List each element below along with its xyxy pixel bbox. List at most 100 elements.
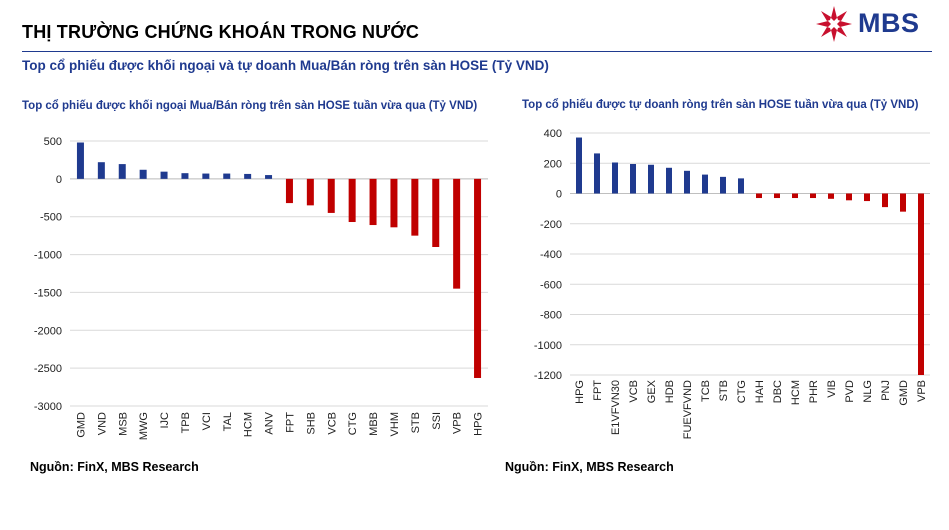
x-tick-label: TCB bbox=[700, 380, 712, 402]
x-tick-label: ANV bbox=[264, 411, 276, 434]
x-tick-label: DBC bbox=[772, 380, 784, 403]
bar-hpg bbox=[576, 137, 582, 194]
bar-ssi bbox=[432, 178, 440, 247]
y-tick-label: -400 bbox=[540, 249, 562, 261]
bar-msb bbox=[118, 164, 126, 179]
foreign-net-chart: 500 0 -500 -1000 -1500 -2000 -2500 -3000 GMD VND M… bbox=[34, 136, 488, 440]
y-tick-label: 0 bbox=[556, 189, 562, 201]
x-tick-label: VPB bbox=[452, 412, 464, 434]
x-tick-label: SHB bbox=[305, 412, 317, 435]
x-tick-label: STB bbox=[718, 380, 730, 401]
bar-pvd bbox=[846, 193, 852, 201]
bar-vhm bbox=[390, 178, 398, 228]
y-tick-label: -1000 bbox=[34, 250, 62, 262]
bar-shb bbox=[306, 178, 314, 206]
x-tick-label: VIB bbox=[826, 380, 838, 398]
bar-vpb bbox=[918, 193, 924, 375]
bar-gex bbox=[648, 164, 654, 194]
bar-gmd bbox=[900, 193, 906, 212]
bar-tpb bbox=[181, 173, 189, 179]
page-title: THỊ TRƯỜNG CHỨNG KHOÁN TRONG NƯỚC bbox=[22, 22, 420, 42]
bar-pnj bbox=[882, 193, 888, 208]
bar-anv bbox=[265, 175, 273, 179]
x-tick-label: CTG bbox=[736, 380, 748, 403]
y-tick-label: -1000 bbox=[534, 340, 562, 352]
mbs-logo-mark-icon bbox=[816, 6, 852, 42]
y-tick-label: -2500 bbox=[34, 363, 62, 375]
x-tick-label: MSB bbox=[117, 412, 129, 436]
chart-1-title: Top cổ phiếu được khối ngoại Mua/Bán ròn… bbox=[22, 100, 478, 112]
x-tick-label: HCM bbox=[243, 412, 255, 437]
bar-vpb bbox=[453, 178, 461, 289]
bar-hpg bbox=[474, 178, 482, 378]
y-tick-label: 400 bbox=[544, 128, 562, 140]
x-tick-label: PHR bbox=[808, 380, 820, 403]
x-tick-label: GMD bbox=[75, 412, 87, 438]
x-tick-label: TAL bbox=[222, 412, 234, 431]
bar-e1vfvn30 bbox=[612, 162, 618, 194]
chart-2-source: Nguồn: FinX, MBS Research bbox=[505, 460, 674, 474]
bar-tcb bbox=[702, 174, 708, 194]
x-tick-label: SSI bbox=[431, 412, 443, 430]
x-tick-label: NLG bbox=[862, 380, 874, 403]
y-tick-label: -1500 bbox=[34, 287, 62, 299]
bar-stb bbox=[411, 178, 419, 236]
x-tick-label: HPG bbox=[473, 412, 485, 436]
bar-hcm bbox=[244, 173, 252, 179]
bar-gmd bbox=[76, 142, 84, 179]
y-tick-label: 200 bbox=[544, 158, 562, 170]
bar-vci bbox=[202, 173, 210, 179]
y-tick-label: -2000 bbox=[34, 325, 62, 337]
x-tick-label: FPT bbox=[592, 380, 604, 401]
bar-vib bbox=[828, 193, 834, 199]
y-tick-label: 0 bbox=[56, 174, 62, 186]
x-tick-label: MWG bbox=[138, 412, 150, 440]
x-tick-label: GMD bbox=[898, 380, 910, 406]
y-tick-label: -600 bbox=[540, 279, 562, 291]
x-tick-label: HCM bbox=[790, 380, 802, 405]
x-tick-label: VND bbox=[96, 412, 108, 435]
x-tick-label: TPB bbox=[180, 412, 192, 433]
x-tick-label: GEX bbox=[646, 379, 658, 403]
x-tick-label: FPT bbox=[284, 412, 296, 433]
bar-ijc bbox=[160, 171, 168, 179]
x-tick-label: VCB bbox=[326, 412, 338, 435]
bar-ctg bbox=[348, 178, 356, 223]
bar-hdb bbox=[666, 167, 672, 194]
bar-stb bbox=[720, 176, 726, 194]
mbs-logo: MBS bbox=[814, 4, 934, 44]
y-tick-label: 500 bbox=[44, 136, 62, 148]
chart-1-source: Nguồn: FinX, MBS Research bbox=[30, 460, 199, 474]
y-tick-label: -3000 bbox=[34, 401, 62, 413]
x-tick-label: STB bbox=[410, 412, 422, 433]
mbs-logo-text: MBS bbox=[858, 8, 920, 38]
x-tick-label: IJC bbox=[159, 412, 171, 429]
bar-phr bbox=[810, 193, 816, 199]
bar-fuevfvnd bbox=[684, 170, 690, 194]
section-subtitle: Top cổ phiếu được khối ngoại và tự doanh… bbox=[22, 58, 549, 73]
bar-tal bbox=[223, 173, 231, 179]
x-tick-label: VHM bbox=[389, 412, 401, 436]
x-tick-label: HAH bbox=[754, 380, 766, 403]
bar-vnd bbox=[97, 162, 105, 179]
y-tick-label: -500 bbox=[40, 212, 62, 224]
y-tick-label: -800 bbox=[540, 310, 562, 322]
bar-hah bbox=[756, 193, 762, 199]
x-tick-label: VCI bbox=[201, 412, 213, 430]
bar-fpt bbox=[285, 178, 293, 204]
bar-ctg bbox=[738, 178, 744, 194]
x-tick-label: VPB bbox=[916, 380, 928, 402]
bar-hcm bbox=[792, 193, 798, 199]
bar-fpt bbox=[594, 153, 600, 194]
x-tick-label: MBB bbox=[368, 412, 380, 436]
bar-dbc bbox=[774, 193, 780, 199]
bar-nlg bbox=[864, 193, 870, 202]
bar-vcb bbox=[327, 178, 335, 213]
x-tick-label: HPG bbox=[574, 380, 586, 404]
proprietary-net-chart: 400 200 0 -200 -400 -600 -800 -1000 -1200 HPG FPT E… bbox=[534, 128, 930, 439]
bar-mwg bbox=[139, 169, 147, 179]
x-tick-label: VCB bbox=[628, 380, 640, 403]
bar-vcb bbox=[630, 164, 636, 194]
bar-mbb bbox=[369, 178, 377, 226]
